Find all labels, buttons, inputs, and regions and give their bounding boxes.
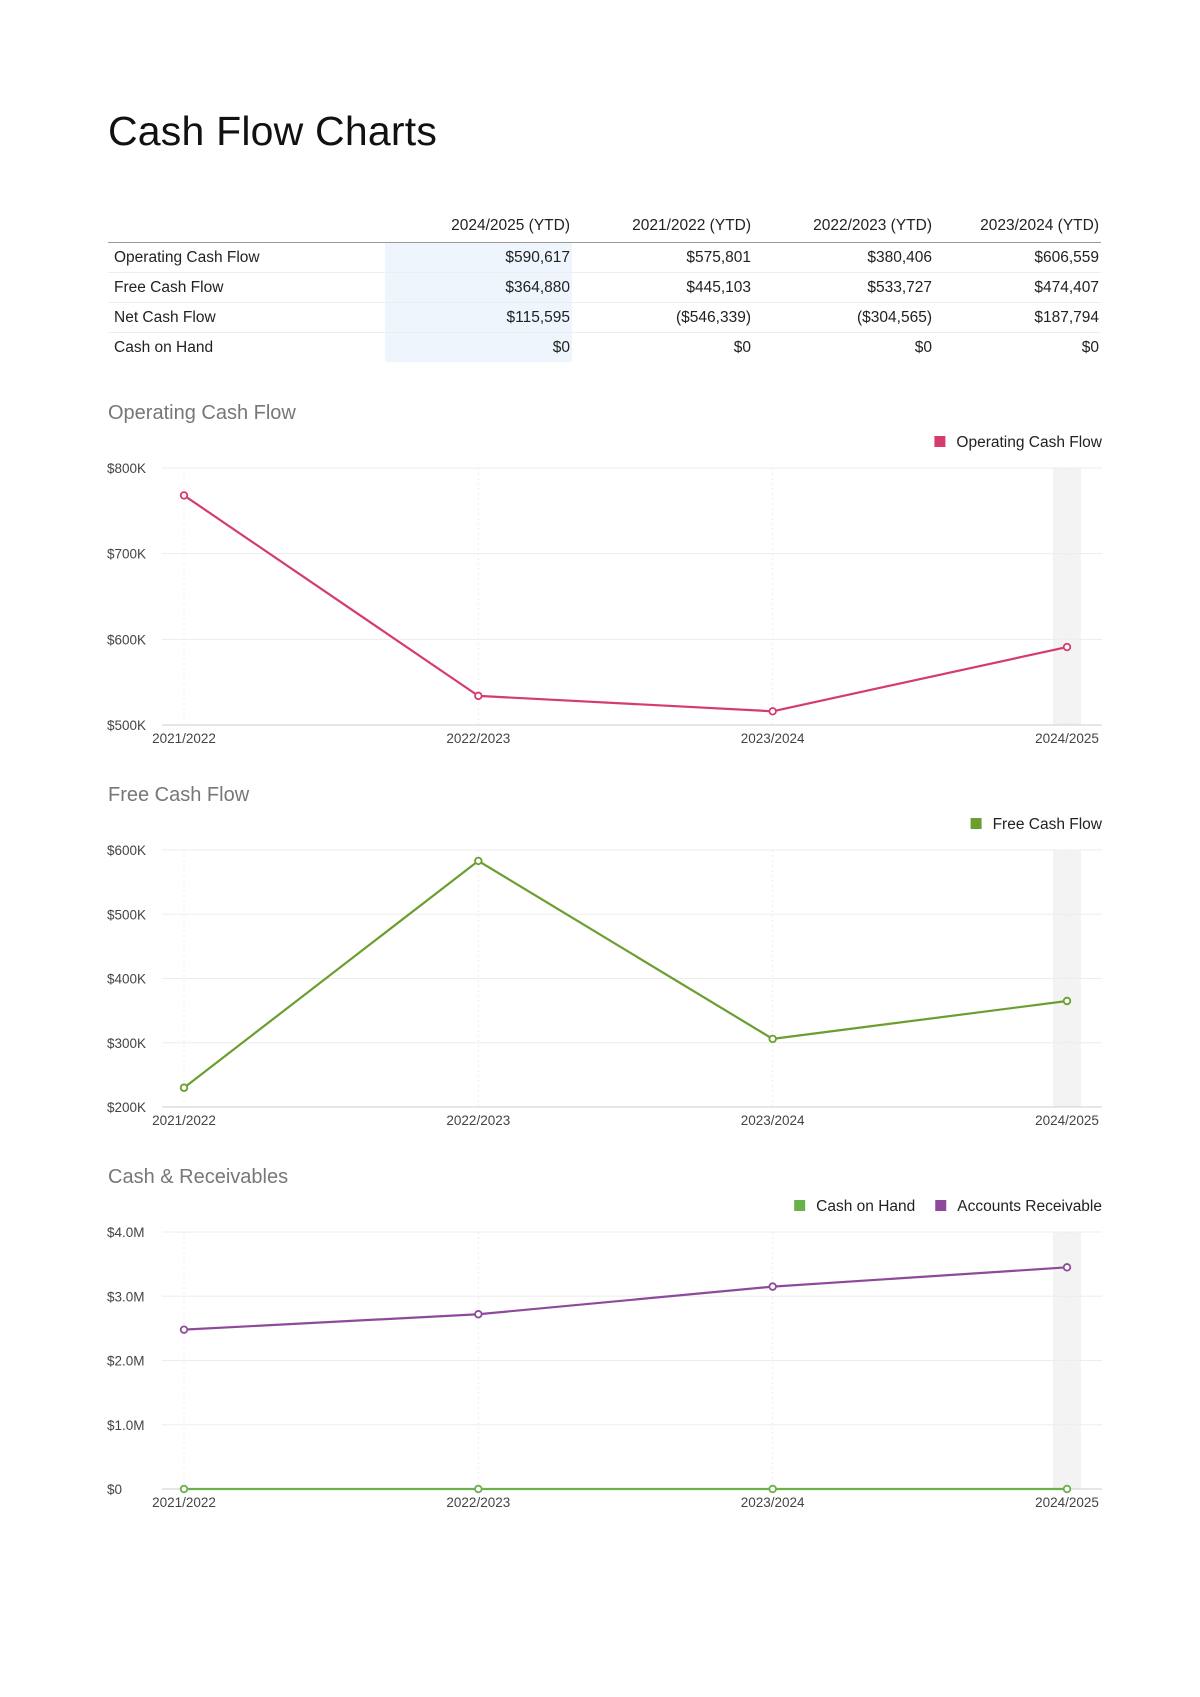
table-cell: $0 <box>385 332 572 362</box>
x-tick-label: 2023/2024 <box>741 1113 805 1128</box>
table-cell: $187,794 <box>934 302 1101 333</box>
y-tick-label: $600K <box>107 843 146 858</box>
column-header-2024-2025: 2024/2025 (YTD) <box>385 216 572 243</box>
y-tick-label: $0 <box>107 1482 122 1497</box>
x-tick-label: 2022/2023 <box>446 1495 510 1510</box>
x-tick-label: 2022/2023 <box>446 1113 510 1128</box>
legend-label: Free Cash Flow <box>993 816 1103 833</box>
table-cell: ($546,339) <box>572 302 753 333</box>
data-point <box>179 1325 189 1334</box>
series-line <box>183 494 1068 713</box>
y-tick-label: $600K <box>107 632 146 647</box>
legend: Accounts Receivable Cash on Hand <box>794 1198 1102 1215</box>
table-cell: $575,801 <box>572 242 753 273</box>
legend-swatch <box>934 436 946 447</box>
data-point <box>768 1484 777 1494</box>
table-row: Net Cash Flow $115,595 ($546,339) ($304,… <box>108 302 1101 333</box>
data-point <box>474 1310 483 1319</box>
row-label: Free Cash Flow <box>108 272 385 303</box>
table-row: Operating Cash Flow $590,617 $575,801 $3… <box>108 242 1101 273</box>
x-tick-label: 2024/2025 <box>1035 731 1099 746</box>
y-tick-label: $400K <box>107 972 146 987</box>
table-cell: $474,407 <box>934 272 1101 303</box>
data-point <box>179 491 189 500</box>
cash-receivables-chart: $0 $1.0M $2.0M $3.0M $4.0M 2021/2022 2022/2023… <box>107 1198 1102 1510</box>
y-tick-label: $800K <box>107 461 146 476</box>
data-point <box>474 856 483 866</box>
x-tick-label: 2024/2025 <box>1035 1113 1099 1128</box>
legend-label: Operating Cash Flow <box>956 434 1102 451</box>
data-point <box>179 1083 189 1092</box>
legend-swatch <box>794 1200 806 1211</box>
x-tick-label: 2023/2024 <box>741 1495 805 1510</box>
table-row-header-empty <box>108 216 385 243</box>
y-tick-label: $200K <box>107 1100 146 1115</box>
row-label: Cash on Hand <box>114 338 214 356</box>
y-tick-label: $2.0M <box>107 1354 145 1369</box>
series-line <box>183 1266 1068 1331</box>
legend-swatch <box>970 818 982 829</box>
table-cell: $606,559 <box>934 242 1101 273</box>
y-tick-label: $700K <box>107 547 146 562</box>
series-line <box>183 859 1068 1089</box>
data-point <box>1062 996 1072 1006</box>
column-header-2023-2024: 2023/2024 (YTD) <box>934 216 1101 243</box>
table-cell: $445,103 <box>572 272 753 303</box>
table-cell: $115,595 <box>385 302 572 333</box>
table-cell: $0 <box>733 338 751 356</box>
legend: Free Cash Flow <box>970 816 1103 833</box>
row-label: Net Cash Flow <box>108 302 385 333</box>
page-title: Cash Flow Charts <box>108 108 438 154</box>
x-tick-label: 2021/2022 <box>152 1113 216 1128</box>
y-tick-label: $500K <box>107 907 146 922</box>
operating-cash-flow-chart: $500K $600K $700K $800K 2021/2022 2022/2023 20… <box>107 434 1103 746</box>
column-header-2022-2023: 2022/2023 (YTD) <box>753 216 934 243</box>
x-tick-label: 2021/2022 <box>152 1495 216 1510</box>
table-cell: $533,727 <box>753 272 934 303</box>
table-header-row: 2024/2025 (YTD) 2021/2022 (YTD) 2022/202… <box>108 216 1101 243</box>
data-point <box>179 1484 189 1494</box>
data-point <box>1062 642 1072 652</box>
legend: Operating Cash Flow <box>934 434 1103 451</box>
row-label: Operating Cash Flow <box>108 242 385 273</box>
free-cash-flow-chart: $200K $300K $400K $500K $600K 2021/2022 2022/2… <box>107 816 1103 1128</box>
data-point <box>474 691 483 701</box>
legend-swatch <box>935 1200 947 1211</box>
y-tick-label: $3.0M <box>107 1289 145 1304</box>
table-row: Free Cash Flow $364,880 $445,103 $533,72… <box>108 272 1101 303</box>
data-point <box>1062 1263 1072 1272</box>
y-tick-label: $1.0M <box>107 1418 145 1433</box>
x-tick-label: 2022/2023 <box>446 731 510 746</box>
table-row: Cash on Hand $0 $0 $0 $0 <box>108 332 1101 362</box>
table-cell: $0 <box>914 338 932 356</box>
data-point <box>1062 1484 1072 1494</box>
table-cell: $0 <box>1081 338 1099 356</box>
x-tick-label: 2023/2024 <box>741 731 805 746</box>
cash-receivables-title: Cash & Receivables <box>108 1166 289 1188</box>
free-cash-flow-title: Free Cash Flow <box>108 784 250 806</box>
y-tick-label: $500K <box>107 718 146 733</box>
data-point <box>768 1034 777 1044</box>
x-tick-label: 2024/2025 <box>1035 1495 1099 1510</box>
data-point <box>768 1282 777 1291</box>
highlight-band <box>1053 468 1081 725</box>
data-point <box>768 707 777 716</box>
y-tick-label: $4.0M <box>107 1225 145 1240</box>
y-tick-label: $300K <box>107 1036 146 1051</box>
legend-label: Cash on Hand <box>816 1198 915 1215</box>
data-point <box>474 1484 483 1494</box>
table-cell: $364,880 <box>385 272 572 303</box>
legend-label: Accounts Receivable <box>957 1198 1102 1215</box>
table-cell: ($304,565) <box>753 302 934 333</box>
table-cell: $590,617 <box>385 242 572 273</box>
column-header-2021-2022: 2021/2022 (YTD) <box>572 216 753 243</box>
cash-flow-summary-table: 2024/2025 (YTD) 2021/2022 (YTD) 2022/202… <box>108 216 1101 362</box>
x-tick-label: 2021/2022 <box>152 731 216 746</box>
operating-cash-flow-title: Operating Cash Flow <box>108 402 296 424</box>
table-cell: $380,406 <box>753 242 934 273</box>
